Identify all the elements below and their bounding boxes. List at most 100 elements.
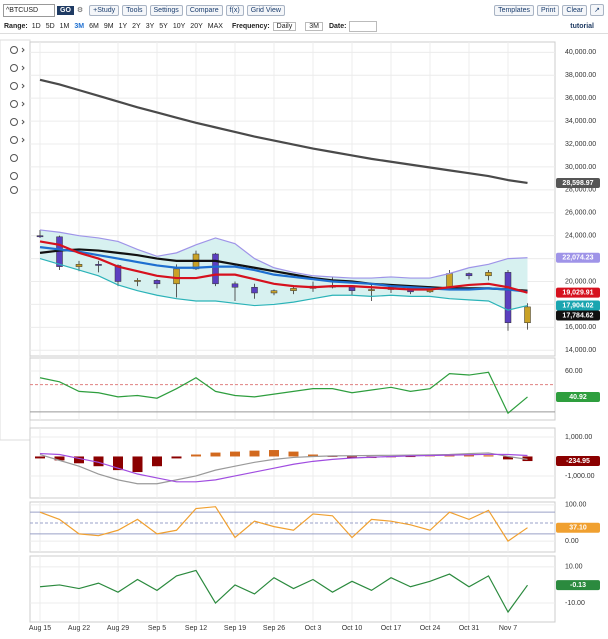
period-dropdown[interactable]: 3M: [305, 22, 323, 31]
date-input[interactable]: [349, 21, 378, 32]
symbol-input[interactable]: ^BTCUSD: [3, 3, 55, 17]
y-tick-label: 20,000.00: [565, 278, 596, 285]
toolbar-button[interactable]: Settings: [149, 4, 183, 16]
range-option[interactable]: 6M: [89, 23, 99, 30]
x-tick-label: Oct 3: [305, 625, 322, 632]
range-option[interactable]: 1M: [59, 23, 70, 30]
y-tick-label: 16,000.00: [565, 324, 596, 331]
series-line: [39, 240, 528, 294]
panel-frame: [29, 427, 556, 499]
candle-body: [251, 286, 258, 294]
y-tick-label: 32,000.00: [565, 141, 596, 148]
range-option[interactable]: 1D: [31, 23, 41, 30]
histogram-bar: [132, 456, 143, 473]
frequency-dropdown[interactable]: Daily: [272, 22, 297, 31]
toolbar-button[interactable]: f(x): [225, 4, 244, 16]
tool-arrow: [21, 137, 25, 143]
range-option[interactable]: 5D: [45, 23, 55, 30]
y-tick-label: 26,000.00: [565, 210, 596, 217]
value-tag-label: 17,904.02: [562, 302, 593, 309]
candle-body: [134, 280, 141, 282]
x-tick-label: Sep 26: [263, 625, 285, 632]
y-tick-label: 38,000.00: [565, 72, 596, 79]
candle-body: [465, 273, 473, 277]
histogram-bar: [503, 456, 513, 460]
panel: 100.00 0.00 37.10: [29, 501, 600, 553]
range-bar: Range: 1D 5D 1M 3M 6M 9M 1Y 2Y 3Y 5Y 10Y 20Y MAX Fre…: [0, 20, 608, 34]
go-button[interactable]: GO: [57, 5, 74, 15]
tool-icon: [10, 172, 18, 180]
toolbar-button[interactable]: Grid View: [246, 4, 285, 16]
range-option[interactable]: 9M: [103, 23, 114, 30]
frequency-label: Frequency:: [231, 23, 270, 30]
panel: 10.00 -10.00 -0.13: [29, 555, 600, 623]
icon[interactable]: ⚙: [76, 7, 84, 14]
value-tag: [556, 580, 600, 591]
x-tick-label: Aug 15: [29, 625, 51, 632]
panel: 1,000.00 -1,000.00 -234.95: [29, 427, 600, 499]
range-option[interactable]: 2Y: [132, 23, 141, 30]
tool-arrow: [21, 65, 25, 71]
candle-body: [485, 272, 492, 277]
value-tag: [556, 310, 600, 321]
histogram-bar: [210, 452, 221, 457]
series-line: [39, 452, 528, 483]
series-line: [39, 371, 528, 415]
candle-body: [348, 286, 356, 291]
histogram-bar: [269, 450, 279, 457]
panel-frame: [29, 357, 556, 421]
candle-body: [36, 235, 44, 238]
histogram-bar: [308, 454, 318, 457]
y-tick-label: 1,000.00: [565, 434, 592, 441]
y-tick-label: 0.00: [565, 538, 579, 545]
range-option[interactable]: 5Y: [159, 23, 168, 30]
toolbar-button[interactable]: Templates: [494, 4, 534, 16]
series-line: [39, 78, 528, 185]
range-option[interactable]: 20Y: [190, 23, 203, 30]
range-option[interactable]: MAX: [207, 23, 223, 30]
candle-body: [290, 288, 297, 291]
histogram-bar: [347, 456, 357, 458]
expand-button[interactable]: ↗: [590, 4, 604, 16]
histogram-bar: [113, 456, 123, 471]
value-tag-label: -234.95: [566, 458, 590, 465]
tool-arrow: [21, 101, 25, 107]
value-tag-label: 28,598.97: [562, 180, 593, 187]
value-tag: [556, 391, 600, 402]
candle-body: [75, 264, 83, 267]
range-option[interactable]: 10Y: [172, 23, 186, 30]
toolbar: ^BTCUSD GO ⚙ +Study Tools Settings Compa…: [0, 3, 608, 17]
range-option[interactable]: 3M: [74, 23, 85, 30]
value-tag: [556, 300, 600, 311]
toolbar-button[interactable]: +Study: [89, 4, 120, 16]
y-tick-label: 36,000.00: [565, 95, 596, 102]
date-label: Date:: [328, 23, 347, 30]
panel-frame: [29, 555, 556, 623]
candle-body: [95, 264, 102, 266]
toolbar-button[interactable]: Compare: [185, 4, 223, 16]
histogram-bar: [230, 451, 240, 457]
tool-arrow: [21, 83, 25, 89]
panel-frame: [29, 41, 556, 357]
toolbar-button[interactable]: Print: [536, 4, 560, 16]
histogram-bar: [249, 450, 260, 457]
candle-body: [504, 272, 512, 324]
tool-icon: [10, 136, 18, 144]
tool-arrow: [21, 119, 25, 125]
series-line: [39, 246, 528, 293]
range-option[interactable]: 1Y: [118, 23, 128, 30]
tool-arrow: [21, 47, 25, 53]
toolbar-button[interactable]: Clear: [562, 4, 588, 16]
x-tick-label: Oct 10: [342, 625, 363, 632]
histogram-bar: [464, 454, 474, 457]
tool-icon: [10, 46, 18, 54]
toolbar-button[interactable]: Tools: [122, 4, 147, 16]
range-option[interactable]: 3Y: [145, 23, 155, 30]
tutorial-link[interactable]: tutorial: [570, 23, 594, 30]
series-line: [39, 258, 528, 311]
histogram-bar: [171, 456, 182, 459]
series-line: [39, 229, 528, 279]
series-line: [39, 569, 528, 614]
value-tag: [556, 177, 600, 188]
y-tick-label: 40,000.00: [565, 49, 596, 56]
